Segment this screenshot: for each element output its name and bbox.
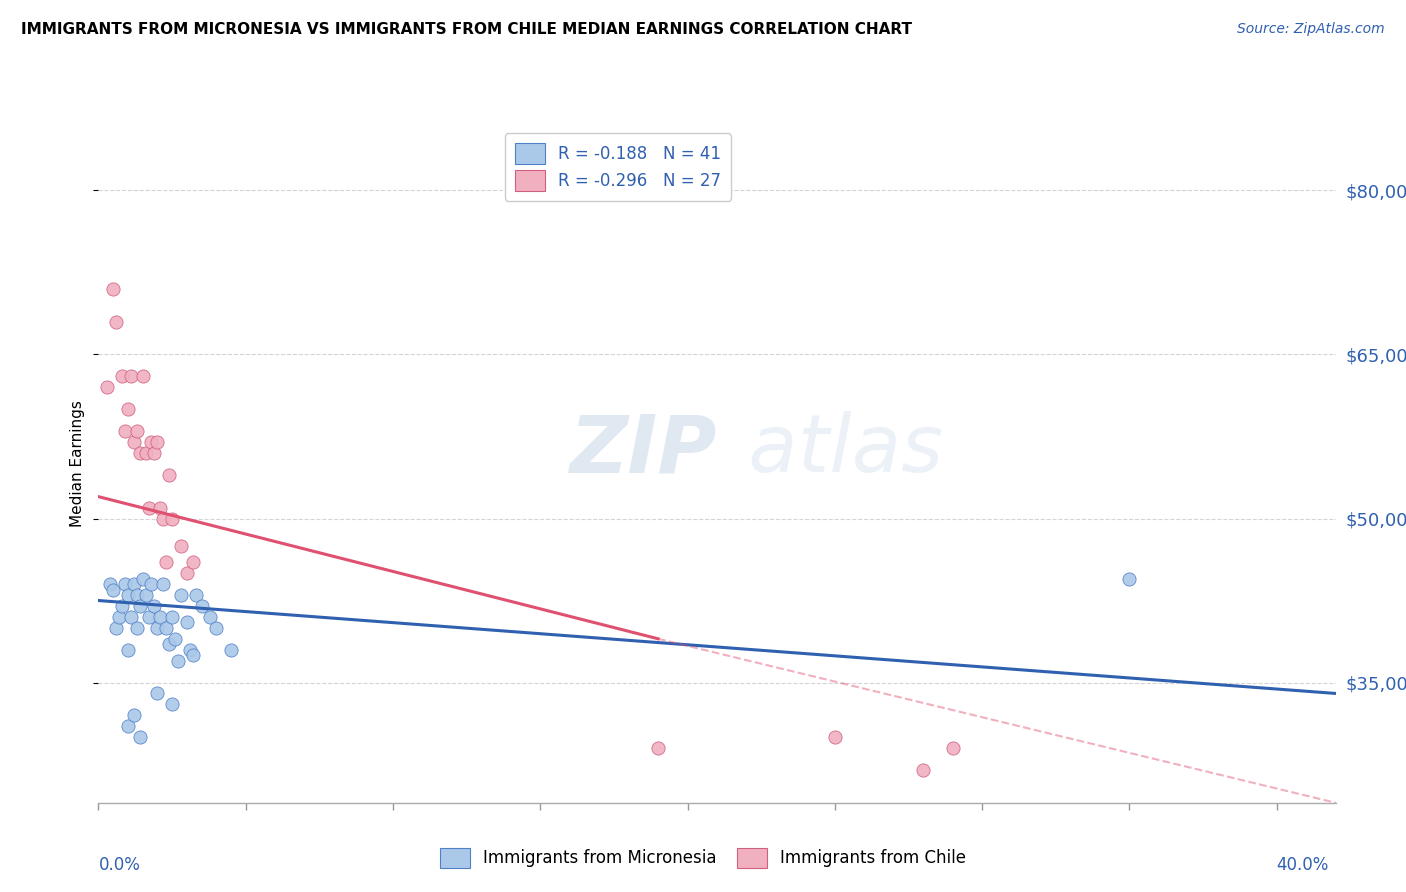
Legend: Immigrants from Micronesia, Immigrants from Chile: Immigrants from Micronesia, Immigrants f… bbox=[433, 841, 973, 875]
Point bbox=[96, 380, 118, 394]
Point bbox=[108, 610, 131, 624]
Text: 0.0%: 0.0% bbox=[98, 856, 141, 874]
Point bbox=[170, 539, 193, 553]
Point bbox=[155, 621, 177, 635]
Point bbox=[105, 315, 128, 329]
Legend: R = -0.188   N = 41, R = -0.296   N = 27: R = -0.188 N = 41, R = -0.296 N = 27 bbox=[505, 133, 731, 201]
Point bbox=[101, 282, 124, 296]
Point bbox=[149, 610, 172, 624]
Point bbox=[138, 500, 160, 515]
Point bbox=[647, 741, 669, 756]
Point bbox=[120, 610, 142, 624]
Point bbox=[824, 730, 846, 744]
Point bbox=[157, 637, 180, 651]
Point bbox=[122, 577, 145, 591]
Point bbox=[128, 730, 150, 744]
Point bbox=[184, 588, 207, 602]
Point bbox=[152, 511, 174, 525]
Y-axis label: Median Earnings: Median Earnings bbox=[70, 401, 86, 527]
Point bbox=[114, 424, 136, 438]
Point bbox=[117, 719, 139, 733]
Point bbox=[157, 467, 180, 482]
Point bbox=[205, 621, 228, 635]
Point bbox=[101, 582, 124, 597]
Point bbox=[176, 615, 198, 630]
Text: ZIP: ZIP bbox=[568, 411, 716, 490]
Point bbox=[125, 424, 148, 438]
Point bbox=[181, 648, 204, 663]
Point bbox=[125, 621, 148, 635]
Point bbox=[152, 577, 174, 591]
Point bbox=[125, 588, 148, 602]
Point bbox=[117, 402, 139, 417]
Point bbox=[128, 599, 150, 613]
Point bbox=[160, 610, 183, 624]
Point bbox=[170, 588, 193, 602]
Point bbox=[98, 577, 121, 591]
Point bbox=[219, 642, 242, 657]
Point bbox=[143, 446, 166, 460]
Point bbox=[167, 654, 190, 668]
Point bbox=[117, 642, 139, 657]
Point bbox=[141, 434, 163, 449]
Point bbox=[912, 763, 935, 777]
Text: 40.0%: 40.0% bbox=[1277, 856, 1329, 874]
Point bbox=[122, 434, 145, 449]
Point bbox=[176, 566, 198, 581]
Point bbox=[105, 621, 128, 635]
Point bbox=[131, 572, 153, 586]
Point bbox=[120, 369, 142, 384]
Point bbox=[143, 599, 166, 613]
Point bbox=[942, 741, 965, 756]
Point bbox=[160, 698, 183, 712]
Point bbox=[1118, 572, 1140, 586]
Point bbox=[181, 555, 204, 569]
Point bbox=[122, 708, 145, 723]
Point bbox=[179, 642, 201, 657]
Point bbox=[114, 577, 136, 591]
Point bbox=[111, 599, 134, 613]
Point bbox=[146, 434, 169, 449]
Point bbox=[135, 588, 157, 602]
Point bbox=[138, 610, 160, 624]
Point bbox=[149, 500, 172, 515]
Text: Source: ZipAtlas.com: Source: ZipAtlas.com bbox=[1237, 22, 1385, 37]
Point bbox=[131, 369, 153, 384]
Point bbox=[117, 588, 139, 602]
Point bbox=[146, 621, 169, 635]
Text: atlas: atlas bbox=[568, 411, 942, 490]
Point bbox=[135, 446, 157, 460]
Point bbox=[111, 369, 134, 384]
Point bbox=[160, 511, 183, 525]
Point bbox=[141, 577, 163, 591]
Point bbox=[128, 446, 150, 460]
Point bbox=[146, 686, 169, 700]
Point bbox=[200, 610, 222, 624]
Point bbox=[190, 599, 212, 613]
Point bbox=[155, 555, 177, 569]
Point bbox=[163, 632, 186, 646]
Text: IMMIGRANTS FROM MICRONESIA VS IMMIGRANTS FROM CHILE MEDIAN EARNINGS CORRELATION : IMMIGRANTS FROM MICRONESIA VS IMMIGRANTS… bbox=[21, 22, 912, 37]
